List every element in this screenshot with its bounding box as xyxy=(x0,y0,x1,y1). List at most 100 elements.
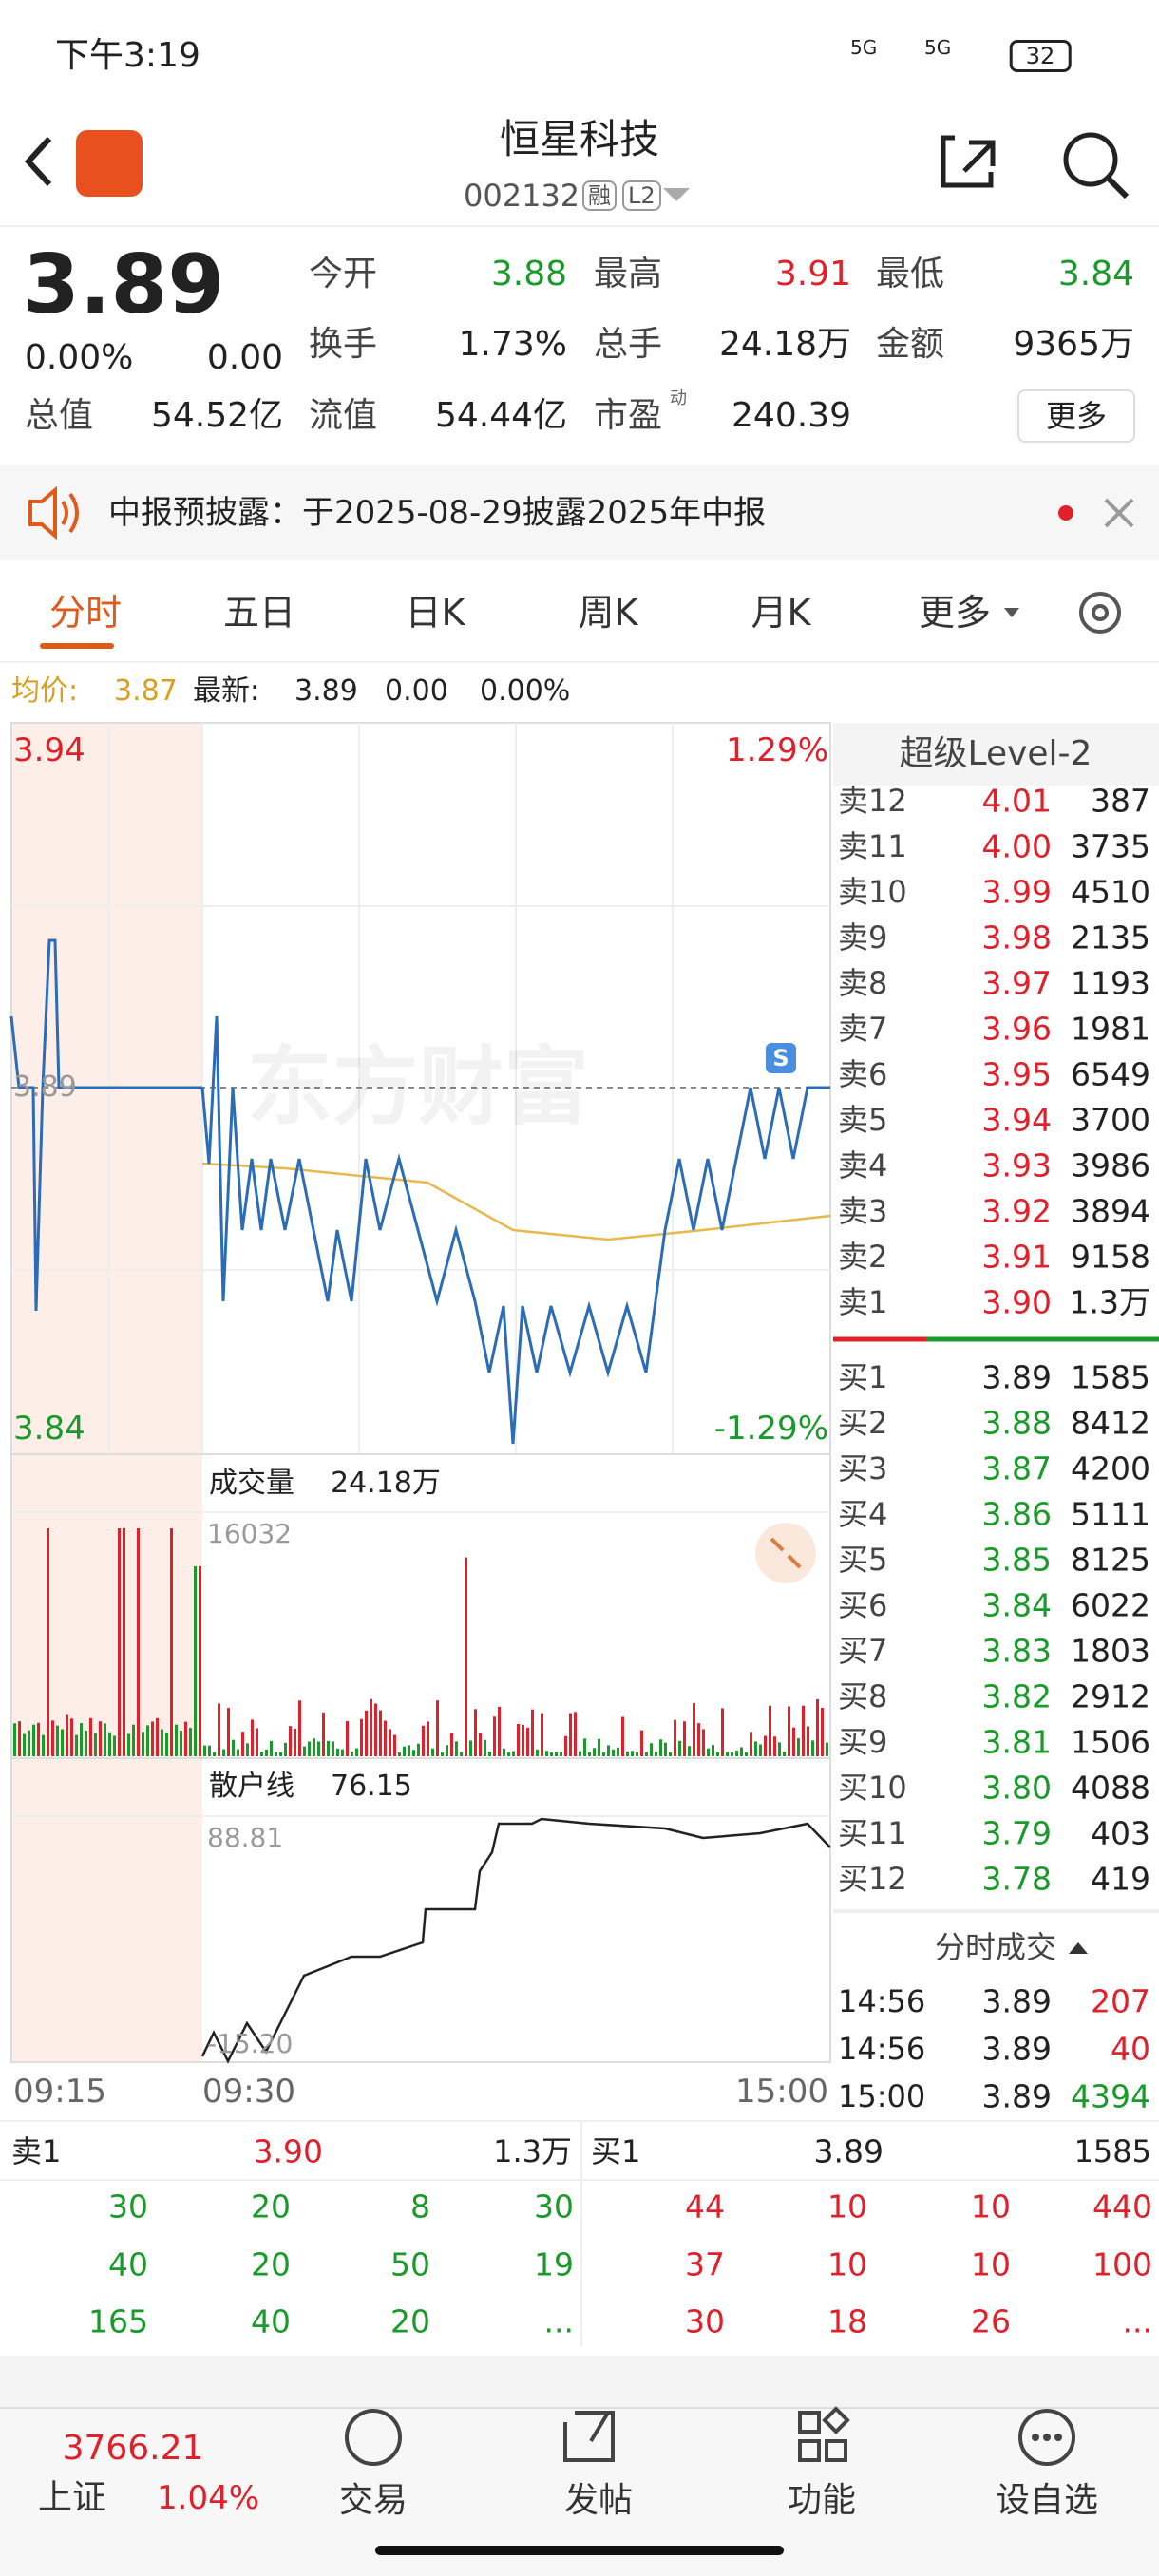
tab[interactable]: 日K xyxy=(405,592,466,634)
queue-ask-label: 卖1 xyxy=(11,2133,62,2169)
nav-item[interactable]: 功能 xyxy=(787,2481,857,2520)
volume-bar-decor xyxy=(507,1752,510,1756)
field-label: 金额 xyxy=(876,325,945,364)
queue-bid-order: 10 xyxy=(971,2188,1011,2226)
tag: 融 xyxy=(582,180,617,211)
ask-price: 3.95 xyxy=(981,1055,1052,1093)
volume-bar-decor xyxy=(279,1752,282,1756)
bid-volume: 6022 xyxy=(1071,1586,1150,1624)
volume-bar-decor xyxy=(56,1725,59,1756)
volume-bar-decor xyxy=(422,1725,425,1756)
volume-bar-decor xyxy=(712,1745,714,1756)
bid-volume: 1585 xyxy=(1071,1358,1150,1396)
volume-bar-decor xyxy=(436,1700,439,1756)
ask-volume: 2135 xyxy=(1071,919,1150,957)
ask-price: 3.93 xyxy=(981,1146,1052,1184)
ask-label: 卖9 xyxy=(838,919,888,956)
volume-bar-decor xyxy=(450,1733,453,1756)
volume-bar-decor xyxy=(384,1720,387,1756)
avg-label: 均价: xyxy=(11,674,79,708)
bid-label: 买12 xyxy=(838,1861,907,1897)
tab[interactable]: 月K xyxy=(750,592,811,634)
volume-bar-decor xyxy=(593,1748,596,1756)
volume-bar-decor xyxy=(379,1710,382,1756)
volume-bar-decor xyxy=(332,1741,334,1756)
bid-volume: 419 xyxy=(1091,1860,1150,1898)
volume-bar-decor xyxy=(484,1739,486,1756)
volume-bar-decor xyxy=(156,1717,159,1756)
nav-item[interactable]: 设自选 xyxy=(995,2481,1099,2520)
queue-bid-price: 3.89 xyxy=(813,2132,884,2170)
queue-ask-order: ... xyxy=(543,2302,574,2340)
ask-price: 3.97 xyxy=(981,964,1052,1002)
volume-bar-decor xyxy=(669,1752,672,1756)
field-value: 24.18万 xyxy=(718,325,851,364)
volume-bar-decor xyxy=(175,1724,178,1756)
trade-price: 3.89 xyxy=(981,2077,1052,2115)
volume-bar-decor xyxy=(398,1752,401,1756)
trade-volume: 40 xyxy=(1111,2030,1150,2068)
volume-bar-decor xyxy=(645,1752,648,1756)
volume-bar-decor xyxy=(446,1745,448,1756)
volume-bar-decor xyxy=(640,1730,643,1756)
queue-bid-order: 37 xyxy=(685,2245,725,2283)
queue-ask-order: 30 xyxy=(108,2188,148,2226)
volume-bar-decor xyxy=(317,1741,320,1756)
queue-ask-order: 19 xyxy=(534,2245,574,2283)
volume-bar-decor xyxy=(237,1749,239,1756)
field-value: 240.39 xyxy=(732,396,851,435)
ask-volume: 4510 xyxy=(1071,873,1150,911)
volume-bar-decor xyxy=(303,1746,306,1756)
ask-volume: 3986 xyxy=(1071,1146,1150,1184)
bid-label: 买8 xyxy=(838,1678,888,1714)
ask-price: 3.91 xyxy=(981,1238,1052,1276)
volume-bar-decor xyxy=(208,1745,211,1756)
nav-item[interactable]: 交易 xyxy=(338,2481,408,2520)
field-label: 流值 xyxy=(309,396,378,435)
volume-bar-decor xyxy=(797,1738,800,1756)
more-button[interactable]: 更多 xyxy=(1016,389,1136,443)
tab[interactable]: 分时 xyxy=(48,592,123,634)
volume-bar-decor xyxy=(412,1750,415,1756)
volume-bar-decor xyxy=(816,1698,819,1756)
volume-bar-decor xyxy=(360,1718,363,1756)
bid-price: 3.80 xyxy=(981,1769,1052,1807)
tab[interactable]: 五日 xyxy=(222,592,296,634)
volume-bar-decor xyxy=(465,1557,467,1756)
bid-label: 买11 xyxy=(838,1815,907,1851)
bid-label: 买3 xyxy=(838,1450,888,1487)
volume-bar-decor xyxy=(564,1735,567,1756)
latest-change-pct: 0.00% xyxy=(480,674,571,708)
queue-ask-order: 40 xyxy=(108,2245,148,2283)
volume-bar-decor xyxy=(512,1751,515,1756)
volume-bar-decor xyxy=(146,1725,149,1756)
volume-bar-decor xyxy=(170,1528,173,1756)
volume-bar-decor xyxy=(583,1738,586,1756)
nav-item[interactable]: 发帖 xyxy=(563,2481,634,2520)
volume-bar-decor xyxy=(522,1724,524,1756)
bid-label: 买1 xyxy=(838,1359,888,1395)
volume-bar-decor xyxy=(13,1723,16,1756)
volume-bar-decor xyxy=(118,1528,121,1756)
volume-bar-decor xyxy=(469,1740,472,1756)
volume-bar-decor xyxy=(626,1751,629,1756)
volume-bar-decor xyxy=(408,1745,410,1756)
ask-price: 3.96 xyxy=(981,1010,1052,1048)
queue-bid-order: 100 xyxy=(1092,2245,1152,2283)
volume-bar-decor xyxy=(308,1741,311,1756)
tab[interactable]: 周K xyxy=(578,592,638,634)
volume-bar-decor xyxy=(788,1706,790,1756)
volume-bar-decor xyxy=(678,1740,681,1756)
volume-bar-decor xyxy=(631,1751,634,1756)
change-pct: 0.00% xyxy=(25,338,134,377)
field-label: 今开 xyxy=(309,255,378,294)
ask-label: 卖10 xyxy=(838,874,907,910)
volume-bar-decor xyxy=(89,1717,92,1756)
ask-volume: 1981 xyxy=(1071,1010,1150,1048)
volume-bar-decor xyxy=(417,1743,420,1756)
tab[interactable]: 更多 xyxy=(918,592,992,634)
volume-bar-decor xyxy=(51,1720,54,1756)
retail-min: -15.20 xyxy=(207,2028,294,2059)
volume-bar-decor xyxy=(32,1724,35,1756)
field-value: 3.84 xyxy=(1057,255,1134,294)
